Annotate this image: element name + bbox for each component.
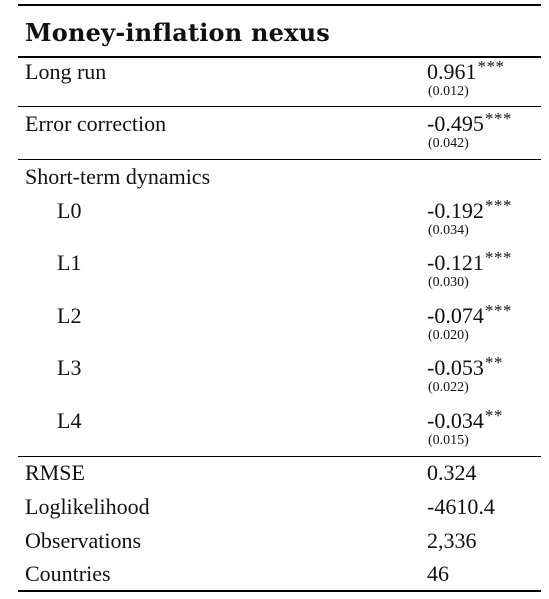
top-rule bbox=[18, 4, 541, 6]
significance-stars: *** bbox=[484, 109, 512, 128]
lag-label: L0 bbox=[57, 198, 82, 223]
lag-se: (0.022) bbox=[428, 380, 469, 395]
stat-label: Observations bbox=[25, 528, 142, 553]
header-rule bbox=[18, 56, 541, 58]
coef-value: -0.192 bbox=[427, 198, 484, 223]
row-rule bbox=[18, 106, 541, 107]
row-rule bbox=[18, 159, 541, 160]
long-run-label: Long run bbox=[25, 59, 107, 84]
lag-coef: -0.053** bbox=[427, 353, 503, 381]
long-run-coef: 0.961*** bbox=[427, 57, 505, 85]
significance-stars: *** bbox=[484, 301, 512, 320]
coef-value: -0.034 bbox=[427, 408, 484, 433]
regression-table: Money-inflation nexus Long run 0.961*** … bbox=[18, 4, 541, 592]
significance-stars: *** bbox=[484, 196, 512, 215]
short-term-label: Short-term dynamics bbox=[25, 164, 211, 189]
lag-label: L2 bbox=[57, 303, 82, 328]
lag-coef: -0.074*** bbox=[427, 301, 512, 329]
stat-value: 2,336 bbox=[427, 528, 477, 553]
coef-value: -0.074 bbox=[427, 303, 484, 328]
lag-se: (0.020) bbox=[428, 328, 469, 343]
long-run-se: (0.012) bbox=[428, 84, 469, 99]
lag-label: L3 bbox=[57, 355, 82, 380]
row-rule bbox=[18, 456, 541, 457]
lag-se: (0.015) bbox=[428, 433, 469, 448]
table-title: Money-inflation nexus bbox=[25, 18, 330, 47]
lag-se: (0.030) bbox=[428, 275, 469, 290]
lag-se: (0.034) bbox=[428, 223, 469, 238]
error-correction-label: Error correction bbox=[25, 111, 167, 136]
stat-label: Loglikelihood bbox=[25, 494, 150, 519]
lag-label: L1 bbox=[57, 250, 82, 275]
error-correction-se: (0.042) bbox=[428, 136, 469, 151]
coef-value: -0.121 bbox=[427, 250, 484, 275]
lag-coef: -0.192*** bbox=[427, 196, 512, 224]
significance-stars: ** bbox=[484, 406, 503, 425]
coef-value: -0.053 bbox=[427, 355, 484, 380]
significance-stars: ** bbox=[484, 353, 503, 372]
stat-value: 46 bbox=[427, 561, 449, 586]
stat-value: -4610.4 bbox=[427, 494, 495, 519]
lag-label: L4 bbox=[57, 408, 82, 433]
bottom-rule bbox=[18, 590, 541, 592]
coef-value: -0.495 bbox=[427, 111, 484, 136]
lag-coef: -0.034** bbox=[427, 406, 503, 434]
error-correction-coef: -0.495*** bbox=[427, 109, 512, 137]
stat-value: 0.324 bbox=[427, 460, 477, 485]
coef-value: 0.961 bbox=[427, 59, 477, 84]
stat-label: RMSE bbox=[25, 460, 85, 485]
lag-coef: -0.121*** bbox=[427, 248, 512, 276]
significance-stars: *** bbox=[484, 248, 512, 267]
significance-stars: *** bbox=[477, 57, 505, 76]
stat-label: Countries bbox=[25, 561, 111, 586]
